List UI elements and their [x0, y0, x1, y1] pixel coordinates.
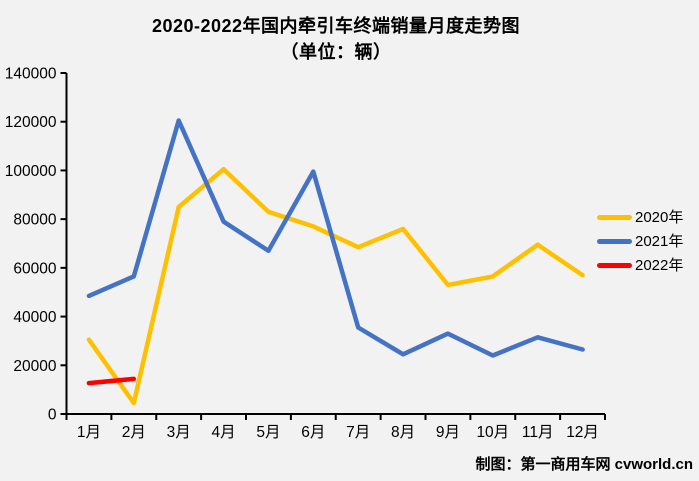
legend-swatch-2020	[597, 214, 632, 220]
series-line-2020年	[86, 166, 585, 406]
legend-item-2022: 2022年	[597, 253, 683, 277]
legend-swatch-2022	[597, 262, 632, 268]
y-tick-label: 0	[48, 407, 57, 424]
y-tick-label: 140000	[5, 66, 57, 83]
y-tick-label: 80000	[13, 212, 56, 229]
x-tick-label: 9月	[436, 424, 460, 441]
chart-title-block: 2020-2022年国内牵引车终端销量月度走势图 （单位：辆）	[0, 13, 672, 65]
source-credit: 制图：第一商用车网 cvworld.cn	[475, 456, 693, 473]
chart-subtitle: （单位：辆）	[280, 42, 392, 62]
x-tick-label: 4月	[212, 424, 236, 441]
series-line-2021年	[86, 118, 585, 358]
y-tick-label: 60000	[13, 260, 56, 277]
x-tick-label: 6月	[301, 424, 325, 441]
legend-label-2020: 2020年	[635, 208, 684, 226]
y-tick-label: 120000	[5, 114, 57, 131]
x-tick-label: 10月	[476, 424, 509, 441]
y-tick-label: 100000	[5, 163, 57, 180]
x-tick-label: 2月	[122, 424, 146, 441]
legend-label-2021: 2021年	[635, 232, 684, 250]
series-line-2022年	[86, 376, 137, 386]
legend-item-2020: 2020年	[597, 205, 683, 229]
legend-swatch-2021	[597, 238, 632, 244]
y-tick-label: 40000	[13, 309, 56, 326]
x-tick-label: 5月	[256, 424, 280, 441]
x-tick-label: 11月	[522, 424, 554, 441]
x-tick-label: 8月	[391, 424, 415, 441]
x-tick-label: 1月	[77, 424, 101, 441]
y-tick-label: 20000	[13, 358, 56, 375]
x-tick-label: 7月	[346, 424, 370, 441]
legend-item-2021: 2021年	[597, 229, 683, 253]
chart-legend: 2020年 2021年 2022年	[597, 205, 683, 277]
legend-label-2022: 2022年	[635, 256, 684, 274]
x-tick-label: 12月	[566, 424, 599, 441]
x-tick-label: 3月	[167, 424, 191, 441]
chart-title: 2020-2022年国内牵引车终端销量月度走势图	[151, 16, 521, 36]
